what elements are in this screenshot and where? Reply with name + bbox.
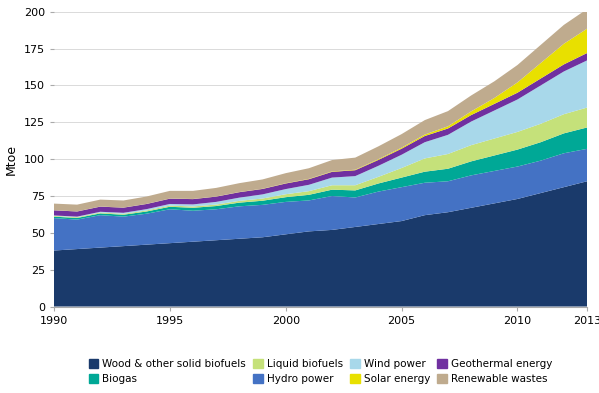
Legend: Wood & other solid biofuels, Biogas, Liquid biofuels, Hydro power, Wind power, S: Wood & other solid biofuels, Biogas, Liq… bbox=[89, 359, 552, 384]
Y-axis label: Mtoe: Mtoe bbox=[5, 144, 18, 174]
